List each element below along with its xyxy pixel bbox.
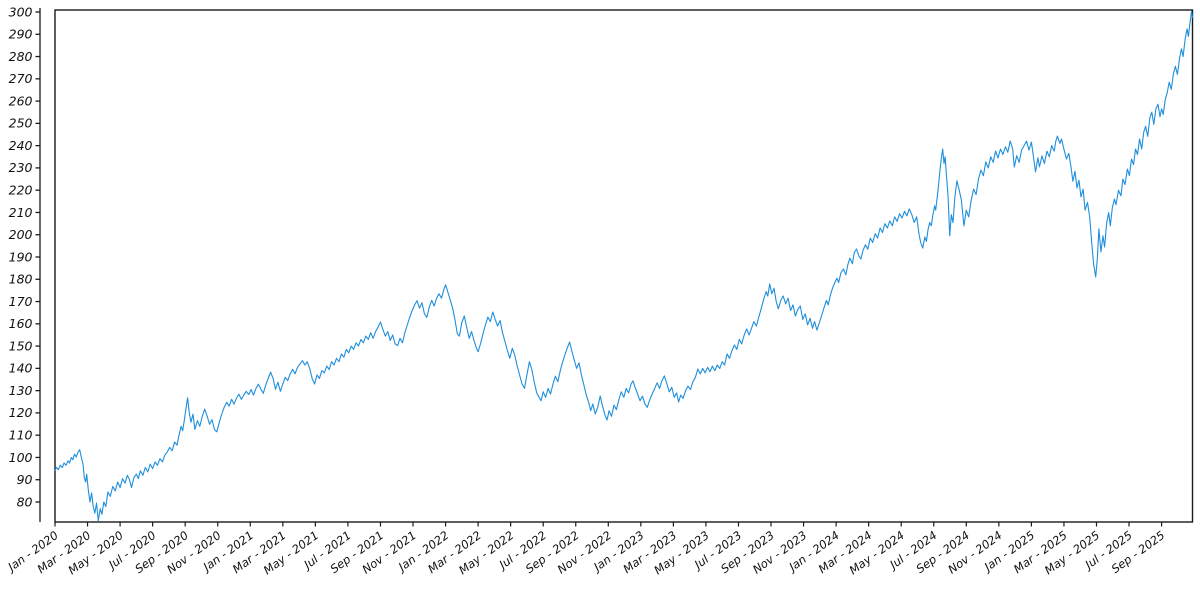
y-tick-label: 210 bbox=[9, 205, 33, 220]
y-tick-label: 100 bbox=[9, 450, 33, 465]
y-tick-label: 260 bbox=[9, 93, 33, 108]
y-tick-label: 250 bbox=[9, 116, 33, 131]
y-tick-label: 290 bbox=[9, 27, 33, 42]
y-tick-label: 80 bbox=[17, 494, 33, 509]
y-tick-label: 300 bbox=[9, 4, 33, 19]
y-axis bbox=[35, 8, 41, 522]
y-tick-label: 90 bbox=[17, 472, 33, 487]
y-tick-label: 110 bbox=[9, 427, 33, 442]
y-tick-label: 220 bbox=[9, 182, 33, 197]
y-tick-label: 130 bbox=[9, 383, 33, 398]
plot-border bbox=[54, 9, 1194, 523]
y-tick-label: 230 bbox=[9, 160, 33, 175]
y-tick-label: 170 bbox=[9, 294, 33, 309]
y-tick-label: 240 bbox=[9, 138, 33, 153]
y-tick-label: 180 bbox=[9, 272, 33, 287]
y-tick-label: 280 bbox=[9, 49, 33, 64]
y-tick-label: 150 bbox=[9, 338, 33, 353]
y-tick-label: 120 bbox=[9, 405, 33, 420]
y-tick-label: 190 bbox=[9, 249, 33, 264]
y-tick-label: 270 bbox=[9, 71, 33, 86]
price-line bbox=[54, 10, 1194, 522]
y-tick-label: 140 bbox=[9, 361, 33, 376]
y-tick-label: 200 bbox=[9, 227, 33, 242]
y-tick-label: 160 bbox=[9, 316, 33, 331]
